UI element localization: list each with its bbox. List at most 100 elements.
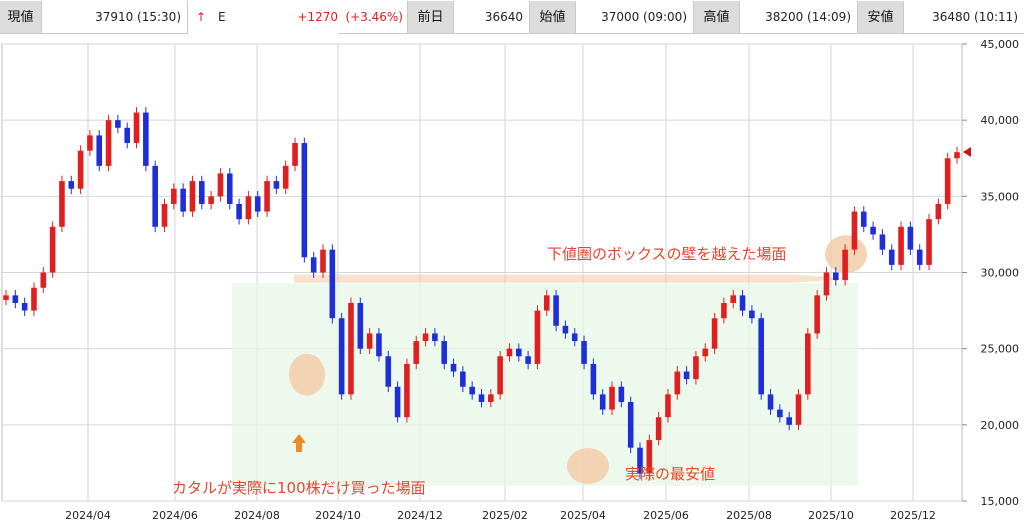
candle-body	[721, 302, 727, 319]
candle-body	[478, 394, 485, 402]
previous-close-value: 36640	[454, 1, 530, 34]
x-tick-label: 2025/10	[808, 509, 854, 522]
y-tick-label: 20,000	[981, 419, 1020, 432]
bottom-annotation-label: 実際の最安値	[625, 465, 715, 483]
current-price-label: 現値	[0, 1, 42, 34]
candle-body	[935, 203, 942, 220]
candle-body	[599, 394, 606, 410]
candle-body	[49, 226, 56, 273]
candle-body	[385, 356, 392, 387]
low-price-value: 36480 (10:11)	[904, 1, 1024, 34]
candle-body	[814, 295, 820, 334]
candle-body	[655, 417, 662, 441]
candle-body	[702, 348, 709, 357]
candle-body	[944, 158, 951, 204]
candle-body	[888, 249, 895, 265]
candle-body	[571, 333, 578, 342]
candle-body	[786, 417, 792, 425]
candle-body	[683, 371, 690, 380]
candle-body	[394, 386, 401, 418]
candle-body	[357, 302, 364, 349]
candle-body	[236, 203, 242, 220]
candle-body	[767, 394, 774, 410]
y-tick-label: 45,000	[981, 38, 1020, 51]
candle-body	[404, 363, 410, 418]
x-tick-label: 2024/08	[234, 509, 280, 522]
candle-body	[870, 226, 876, 235]
support-box-region	[232, 283, 858, 486]
open-price-value: 37000 (09:00)	[576, 1, 694, 34]
candle-body	[646, 440, 653, 474]
candle-body	[898, 226, 904, 265]
candle-body	[907, 226, 914, 250]
candle-body	[226, 173, 233, 204]
candle-body	[832, 272, 839, 281]
up-arrow-icon: ↑	[196, 10, 207, 24]
candle-body	[851, 211, 858, 250]
candle-body	[460, 371, 466, 387]
y-tick-label: 25,000	[981, 343, 1020, 356]
candle-body	[31, 287, 37, 311]
bottom-highlight	[567, 447, 609, 484]
candle-body	[637, 447, 643, 474]
candle-body	[198, 181, 205, 204]
candle-body	[665, 394, 671, 418]
previous-close-label: 前日	[408, 1, 454, 34]
candle-body	[320, 249, 326, 273]
candle-body	[450, 363, 457, 372]
candle-body	[795, 394, 802, 425]
x-tick-label: 2024/04	[65, 509, 111, 522]
candle-body	[87, 135, 93, 151]
candle-body	[180, 188, 186, 212]
candle-body	[860, 211, 867, 227]
x-tick-label: 2024/10	[315, 509, 361, 522]
candle-body	[413, 341, 420, 364]
candle-body	[189, 181, 196, 212]
high-price-label: 高値	[694, 1, 740, 34]
candle-body	[674, 371, 681, 395]
candle-body	[954, 152, 960, 159]
high-price-value: 38200 (14:09)	[740, 1, 858, 34]
candle-body	[245, 196, 252, 220]
current-price-value: 37910 (15:30)	[42, 1, 188, 34]
candle-body	[12, 295, 19, 303]
candle-body	[739, 295, 746, 311]
candle-body	[581, 341, 587, 364]
candle-body	[171, 188, 177, 204]
candle-body	[105, 120, 112, 166]
candle-body	[264, 181, 270, 212]
last-price-marker	[963, 147, 971, 158]
candle-body	[77, 150, 84, 189]
x-tick-label: 2024/12	[397, 509, 443, 522]
breakout-annotation-label: 下値圏のボックスの壁を越えた場面	[547, 245, 787, 263]
candle-body	[115, 120, 121, 128]
candle-body	[366, 333, 373, 349]
candle-body	[292, 143, 298, 166]
candle-body	[301, 143, 308, 258]
candle-body	[254, 196, 261, 212]
candle-body	[497, 356, 503, 395]
exchange-flag: E	[218, 10, 226, 24]
low-price-label: 安値	[858, 1, 904, 34]
candle-body	[842, 249, 848, 281]
candle-body	[68, 181, 75, 189]
candle-body	[161, 203, 168, 227]
candle-body	[758, 318, 765, 395]
candle-body	[273, 181, 280, 189]
candle-body	[469, 386, 475, 395]
y-tick-label: 40,000	[981, 114, 1020, 127]
candle-body	[618, 386, 625, 402]
candle-body	[422, 333, 429, 342]
candle-body	[926, 219, 932, 265]
candle-body	[488, 394, 494, 402]
breakout-arrow	[294, 274, 852, 283]
candle-body	[711, 318, 718, 349]
quote-bar: 現値 37910 (15:30) ↑ E +1270 (+3.46%) 前日 3…	[0, 0, 1024, 36]
candle-body	[208, 196, 214, 204]
buy-arrow-head	[292, 434, 306, 443]
y-tick-label: 15,000	[981, 495, 1020, 508]
price-change: +1270	[297, 10, 338, 24]
candle-body	[515, 348, 522, 357]
candle-body	[143, 112, 149, 166]
candle-body	[124, 127, 131, 144]
